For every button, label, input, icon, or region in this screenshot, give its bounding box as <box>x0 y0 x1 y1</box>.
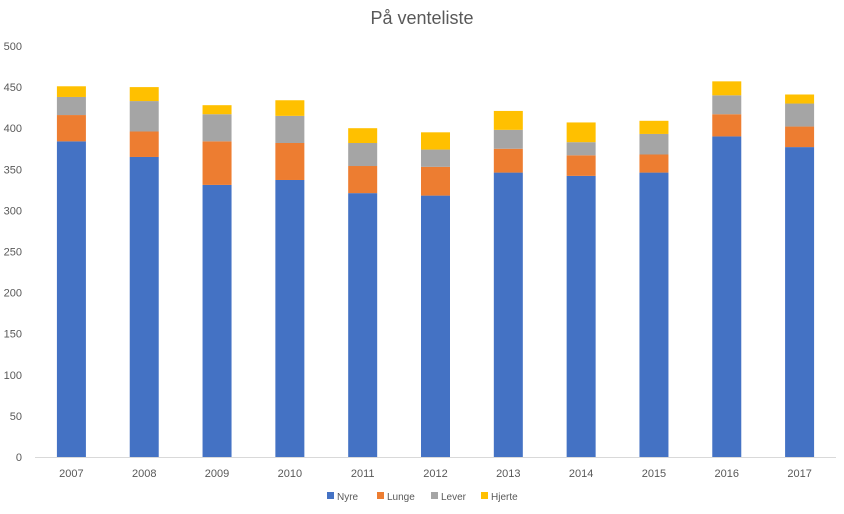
y-tick-label: 150 <box>4 329 22 341</box>
bar-lunge <box>348 166 378 194</box>
legend-label: Hjerte <box>491 492 518 503</box>
legend-swatch <box>327 492 334 499</box>
legend-swatch <box>481 492 488 499</box>
bar-lunge <box>712 114 742 137</box>
x-tick-label: 2012 <box>423 468 447 480</box>
bar-lunge <box>566 155 596 176</box>
bar-nyre <box>785 147 815 457</box>
bar-nyre <box>493 172 523 457</box>
bar-nyre <box>56 141 86 458</box>
bar-lunge <box>275 142 305 180</box>
y-tick-label: 250 <box>4 247 22 259</box>
bar-lunge <box>639 154 669 173</box>
y-tick-label: 50 <box>10 411 22 423</box>
x-tick-label: 2013 <box>496 468 520 480</box>
legend-swatch <box>431 492 438 499</box>
bar-hjerte <box>639 120 669 134</box>
bar-lever <box>493 129 523 149</box>
y-tick-label: 0 <box>16 452 22 464</box>
bar-hjerte <box>348 128 378 143</box>
bar-lunge <box>493 148 523 173</box>
x-tick-label: 2016 <box>715 468 739 480</box>
bar-nyre <box>129 156 159 457</box>
bar-hjerte <box>56 86 86 97</box>
bar-hjerte <box>275 100 305 116</box>
y-tick-label: 500 <box>4 41 22 53</box>
bar-lunge <box>785 126 815 148</box>
bar-lunge <box>56 115 86 142</box>
bar-lever <box>712 95 742 115</box>
chart-title: På venteliste <box>370 8 474 28</box>
x-tick-label: 2014 <box>569 468 593 480</box>
y-tick-label: 450 <box>4 82 22 94</box>
y-tick-label: 350 <box>4 164 22 176</box>
bar-lever <box>566 142 596 156</box>
bar-lever <box>421 149 450 167</box>
bar-lunge <box>202 141 232 185</box>
bar-nyre <box>202 184 232 457</box>
bar-hjerte <box>785 94 815 104</box>
y-tick-label: 300 <box>4 205 22 217</box>
bar-hjerte <box>566 122 596 143</box>
bar-hjerte <box>129 87 159 102</box>
bar-nyre <box>348 193 378 457</box>
y-tick-label: 400 <box>4 123 22 135</box>
legend-label: Nyre <box>337 492 359 503</box>
bar-lever <box>348 142 378 167</box>
bar-lunge <box>421 166 450 196</box>
x-tick-label: 2011 <box>351 468 375 480</box>
bar-nyre <box>566 175 596 457</box>
y-tick-label: 100 <box>4 370 22 382</box>
bar-lever <box>129 101 159 132</box>
bar-nyre <box>639 172 669 457</box>
x-tick-label: 2015 <box>642 468 666 480</box>
x-tick-label: 2008 <box>132 468 156 480</box>
bar-lever <box>785 103 815 127</box>
bar-hjerte <box>421 132 450 150</box>
bar-hjerte <box>712 81 742 96</box>
bar-hjerte <box>202 105 232 115</box>
bar-lunge <box>129 131 159 157</box>
bar-lever <box>639 133 669 155</box>
bar-nyre <box>421 195 450 457</box>
bar-hjerte <box>493 110 523 130</box>
bar-nyre <box>275 179 305 457</box>
legend-label: Lever <box>441 492 467 503</box>
bar-lever <box>202 114 232 142</box>
bar-lever <box>275 115 305 143</box>
x-tick-label: 2010 <box>278 468 302 480</box>
bar-nyre <box>712 136 742 458</box>
legend-swatch <box>377 492 384 499</box>
bar-lever <box>56 96 86 116</box>
x-tick-label: 2017 <box>787 468 811 480</box>
x-tick-label: 2007 <box>59 468 83 480</box>
y-tick-label: 200 <box>4 288 22 300</box>
x-tick-label: 2009 <box>205 468 229 480</box>
legend-label: Lunge <box>387 492 415 503</box>
